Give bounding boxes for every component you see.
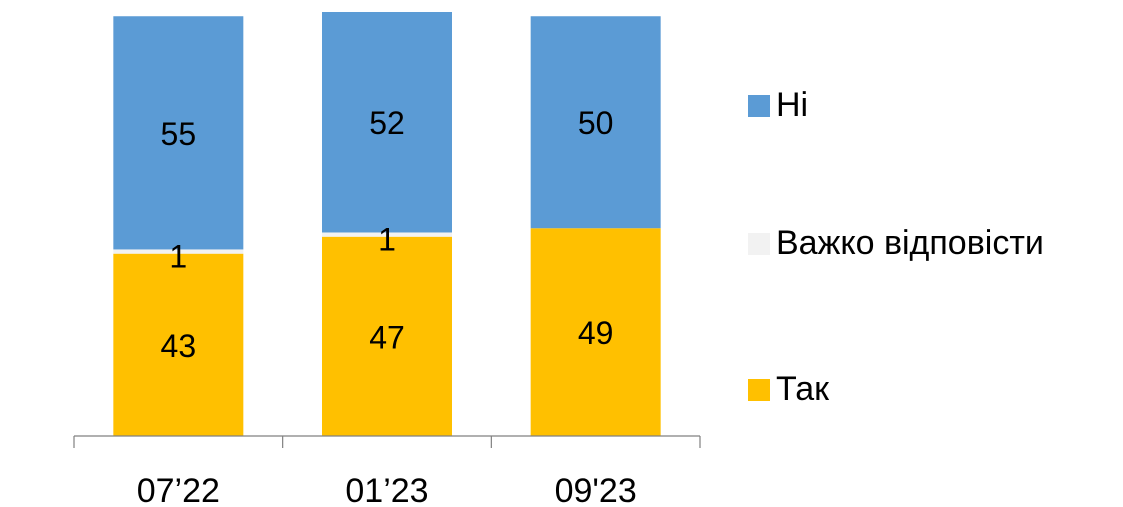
legend-swatch-ni [748, 94, 770, 117]
bar-segment [113, 249, 244, 254]
bar-segment [113, 253, 244, 436]
bar-segment [322, 12, 452, 233]
data-label: 43 [161, 328, 197, 364]
data-label: 52 [369, 105, 405, 141]
bar-segment [530, 228, 661, 436]
legend-swatch-hard-to-say [748, 232, 770, 255]
bar-segment [113, 16, 244, 250]
legend-item-hard-to-say: Важко відповісти [748, 224, 1044, 263]
legend-item-ni: Ні [748, 86, 808, 125]
legend-label-hard-to-say: Важко відповісти [776, 224, 1044, 262]
legend: Ні Важко відповісти Так [748, 0, 1118, 507]
legend-label-tak: Так [776, 370, 830, 408]
bar-segment [530, 16, 661, 229]
bar-segment [322, 232, 452, 237]
data-label: 1 [169, 239, 187, 275]
x-tick-label: 07’22 [137, 472, 220, 507]
bar-segment [322, 236, 452, 436]
x-tick-label: 01’23 [345, 472, 428, 507]
data-label: 49 [578, 315, 614, 351]
data-label: 55 [161, 116, 197, 152]
x-axis [73, 435, 701, 448]
bars-layer [113, 12, 661, 436]
legend-label-ni: Ні [776, 86, 809, 124]
legend-swatch-tak [748, 378, 770, 401]
x-tick-label: 09'23 [555, 472, 637, 507]
x-tick-labels: 07’22 01’23 09'23 [137, 472, 637, 507]
data-label: 1 [378, 222, 396, 258]
data-labels-layer: 43 1 55 47 1 52 49 50 [161, 105, 614, 364]
data-label: 50 [578, 105, 614, 141]
legend-item-tak: Так [748, 370, 829, 409]
data-label: 47 [369, 319, 405, 355]
